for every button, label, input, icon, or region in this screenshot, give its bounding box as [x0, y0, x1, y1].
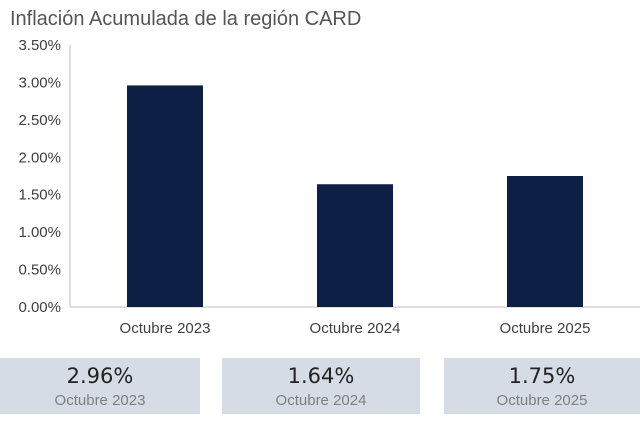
y-tick-label: 1.50%: [18, 187, 61, 204]
x-tick-label: Octubre 2023: [120, 320, 211, 337]
chart-title: Inflación Acumulada de la región CARD: [10, 8, 362, 30]
summary-card-label: Octubre 2025: [496, 392, 588, 409]
bar-chart: 0.00% 0.50% 1.00% 1.50% 2.00% 2.50% 3.00% 3.50%…: [18, 37, 640, 337]
summary-card-value: 1.75%: [508, 364, 576, 388]
bar-2: [317, 184, 393, 307]
summary-card-2023: 2.96% Octubre 2023: [0, 358, 200, 414]
summary-card-2025: 1.75% Octubre 2025: [444, 358, 640, 414]
y-tick-label: 2.50%: [18, 112, 61, 129]
y-tick-label: 1.00%: [18, 224, 61, 241]
summary-card-value: 1.64%: [287, 364, 355, 388]
y-tick-label: 3.50%: [18, 37, 61, 54]
summary-card-label: Octubre 2024: [275, 392, 367, 409]
y-tick-label: 0.50%: [18, 262, 61, 279]
bar-3: [507, 176, 583, 307]
y-tick-label: 2.00%: [18, 149, 61, 166]
summary-card-2024: 1.64% Octubre 2024: [222, 358, 420, 414]
summary-card-label: Octubre 2023: [54, 392, 146, 409]
x-tick-label: Octubre 2025: [500, 320, 591, 337]
y-tick-label: 0.00%: [18, 299, 61, 316]
bar-1: [127, 85, 203, 308]
x-tick-label: Octubre 2024: [310, 320, 401, 337]
y-tick-label: 3.00%: [18, 74, 61, 91]
summary-card-value: 2.96%: [66, 364, 134, 388]
